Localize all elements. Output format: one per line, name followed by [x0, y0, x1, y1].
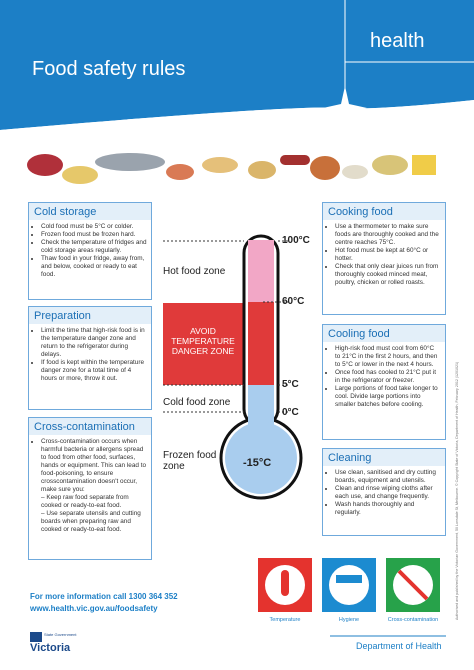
temp-label: -15°C — [243, 457, 272, 469]
bullet: Cross-contamination occurs when harmful … — [41, 438, 147, 494]
preparation-box: Preparation Limit the time that high-risk… — [28, 306, 152, 410]
temp-label: 0°C — [282, 407, 299, 418]
zone-label: Hot food zone — [163, 266, 226, 277]
zone-label: Frozen food zone — [163, 450, 217, 472]
bullet-list: Limit the time that high-risk food is in… — [29, 327, 151, 383]
bullet: Frozen food must be frozen hard. — [41, 231, 147, 239]
danger-zone-label: AVOID TEMPERATURE DANGER ZONE — [171, 326, 235, 356]
section-title: Preparation — [29, 307, 151, 324]
logo-name: Victoria — [30, 642, 71, 654]
bullet: Large portions of food take longer to co… — [335, 385, 441, 409]
icons — [258, 558, 440, 612]
bullet-list: Cold food must be 5°C or colder.Frozen f… — [29, 223, 151, 279]
bullet: Use separate utensils and cutting boards… — [41, 510, 147, 534]
zone-label: Cold food zone — [163, 397, 231, 408]
temp-label: 60°C — [282, 296, 305, 307]
cross-contamination-box: Cross-contamination Cross-contamination o… — [28, 417, 152, 560]
bullet: Use clean, sanitised and dry cutting boa… — [335, 469, 441, 485]
cooling-box: Cooling food High-risk food must cool fro… — [322, 324, 446, 440]
logo-line: State Government — [44, 632, 77, 637]
bullet: Hot food must be kept at 60°C or hotter. — [335, 247, 441, 263]
bullet-list: Use clean, sanitised and dry cutting boa… — [323, 469, 445, 517]
sub-list: Keep raw food separate from cooked or re… — [29, 494, 151, 534]
section-title: Cooking food — [323, 203, 445, 220]
cold-storage-box: Cold storage Cold food must be 5°C or col… — [28, 202, 152, 300]
info-url[interactable]: www.health.vic.gov.au/foodsafety — [30, 604, 158, 613]
bullet: Keep raw food separate from cooked or re… — [41, 494, 147, 510]
bullet: Check that only clear juices run from th… — [335, 263, 441, 287]
brand: health — [370, 30, 425, 52]
bullet-list: Use a thermometer to make sure foods are… — [323, 223, 445, 287]
thermometer — [163, 234, 303, 500]
icon-label: Temperature — [269, 617, 301, 623]
bullet: Limit the time that high-risk food is in… — [41, 327, 147, 359]
cleaning-box: Cleaning Use clean, sanitised and dry cut… — [322, 448, 446, 536]
title: Food safety rules — [32, 58, 186, 80]
bullet: Wash hands thoroughly and regularly. — [335, 501, 441, 517]
bullet-list: High-risk food must cool from 60°C to 21… — [323, 345, 445, 409]
bullet: Cold food must be 5°C or colder. — [41, 223, 147, 231]
temp-label: 5°C — [282, 379, 299, 390]
bullet: If food is kept within the temperature d… — [41, 359, 147, 383]
bullet: Check the temperature of fridges and col… — [41, 239, 147, 255]
section-title: Cooling food — [323, 325, 445, 342]
legal-text: Authorised and published by the Victoria… — [455, 361, 459, 620]
bullet: Use a thermometer to make sure foods are… — [335, 223, 441, 247]
bullet: Once food has cooled to 21°C put it in t… — [335, 369, 441, 385]
department: Department of Health — [356, 641, 442, 651]
bullet-list: Cross-contamination occurs when harmful … — [29, 438, 151, 494]
section-title: Cross-contamination — [29, 418, 151, 435]
bullet: Clean and rinse wiping cloths after each… — [335, 485, 441, 501]
icon-label: Cross-contamination — [387, 617, 439, 623]
section-title: Cleaning — [323, 449, 445, 466]
info-phone: For more information call 1300 364 352 — [30, 592, 178, 601]
food-images — [27, 153, 436, 184]
bullet: Thaw food in your fridge, away from, and… — [41, 255, 147, 279]
icon-label: Hygiene — [338, 617, 360, 623]
cooking-box: Cooking food Use a thermometer to make su… — [322, 202, 446, 315]
bullet: High-risk food must cool from 60°C to 21… — [335, 345, 441, 369]
section-title: Cold storage — [29, 203, 151, 220]
temp-label: 100°C — [282, 235, 310, 246]
